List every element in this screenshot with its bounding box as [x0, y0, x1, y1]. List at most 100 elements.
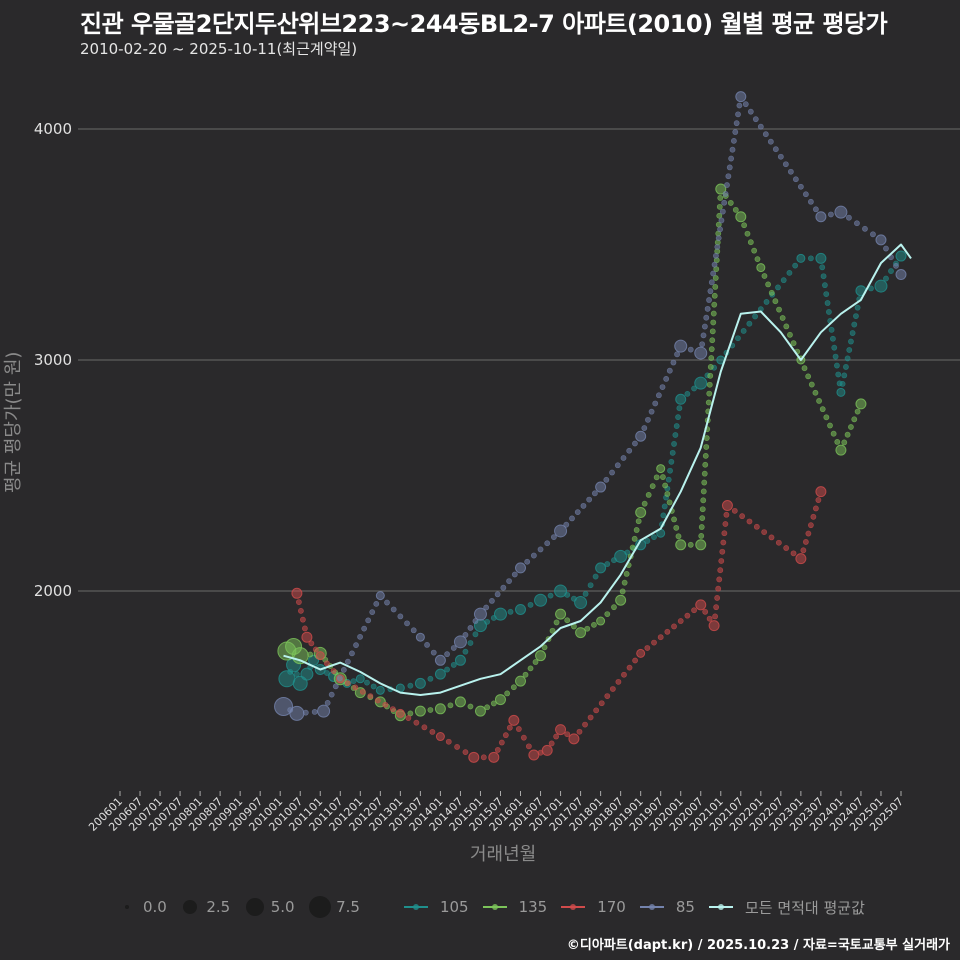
- size-circle-icon: [125, 905, 129, 909]
- data-point: [274, 697, 294, 716]
- data-point: [375, 591, 385, 601]
- data-point: [541, 744, 553, 756]
- data-point: [315, 651, 325, 661]
- data-point: [694, 346, 708, 360]
- data-point: [300, 667, 314, 681]
- data-point: [656, 464, 666, 474]
- data-point: [815, 252, 827, 264]
- data-point: [301, 631, 313, 643]
- data-point: [434, 654, 446, 666]
- data-point: [636, 648, 646, 658]
- data-point: [735, 211, 747, 223]
- series-legend-item-135[interactable]: 135: [482, 898, 548, 916]
- data-point: [756, 263, 766, 273]
- data-point: [278, 670, 296, 688]
- data-point: [554, 584, 568, 598]
- size-circle-icon: [309, 896, 332, 918]
- data-point: [434, 668, 446, 680]
- data-point: [635, 506, 647, 518]
- data-point: [534, 593, 548, 607]
- data-point: [473, 607, 487, 621]
- series-legend-label: 135: [518, 898, 548, 916]
- y-tick-label: 3000: [34, 351, 72, 369]
- line-swatch-icon: [561, 904, 586, 910]
- data-point: [568, 733, 580, 745]
- data-point: [715, 183, 727, 195]
- legend: 0.0 2.5 5.0 7.5 105 135 170 85 모든 면적대 평균값: [120, 896, 879, 918]
- data-point: [454, 654, 466, 666]
- data-point: [474, 705, 486, 717]
- series-legend-item-170[interactable]: 170: [561, 898, 626, 916]
- data-point: [815, 486, 827, 498]
- y-tick-label: 4000: [34, 120, 72, 138]
- data-point: [875, 234, 887, 246]
- data-point: [493, 607, 507, 621]
- series-170: [291, 486, 827, 763]
- data-point: [292, 675, 308, 691]
- data-point: [895, 269, 907, 281]
- size-legend-label: 5.0: [270, 898, 295, 916]
- data-point: [795, 553, 807, 565]
- data-point: [695, 539, 707, 551]
- data-point: [674, 339, 688, 353]
- data-point: [528, 749, 540, 761]
- data-point: [375, 685, 385, 695]
- data-point: [453, 635, 467, 649]
- data-point: [836, 387, 846, 397]
- series-legend-item-105[interactable]: 105: [403, 898, 469, 916]
- size-legend-label: 7.5: [336, 898, 360, 916]
- chart-title: 진관 우물골2단지두산위브223~244동BL2-7 아파트(2010) 월별 …: [80, 10, 888, 38]
- data-point: [515, 603, 527, 615]
- data-point: [721, 500, 733, 512]
- data-point: [555, 724, 567, 736]
- series-legend-label: 105: [439, 898, 469, 916]
- size-legend-item: 7.5: [309, 896, 360, 918]
- data-point: [515, 675, 527, 687]
- line-swatch-icon: [708, 904, 733, 910]
- series-legend-label: 85: [675, 898, 695, 916]
- data-point: [574, 596, 588, 610]
- size-legend-label: 2.5: [206, 898, 231, 916]
- data-point: [488, 751, 500, 763]
- data-point: [895, 250, 907, 262]
- data-point: [614, 549, 628, 563]
- data-point: [615, 594, 627, 606]
- series-legend-item-85[interactable]: 85: [639, 898, 695, 916]
- data-point: [289, 705, 305, 721]
- line-swatch-icon: [482, 904, 507, 910]
- series-105: [278, 250, 907, 695]
- chart-subtitle: 2010-02-20 ~ 2025-10-11(최근계약일): [80, 40, 358, 58]
- size-legend-item: 2.5: [181, 898, 230, 916]
- data-point: [468, 751, 480, 763]
- data-point: [317, 704, 331, 718]
- series-85: [274, 91, 907, 721]
- data-point: [395, 708, 405, 718]
- data-point: [414, 705, 426, 717]
- series-legend-label: 모든 면적대 평균값: [744, 898, 865, 917]
- size-circle-icon: [183, 900, 198, 914]
- data-point: [535, 650, 547, 662]
- data-point: [555, 608, 567, 620]
- footer-credit: ©디아파트(dapt.kr) / 2025.10.23 / 자료=국토교통부 실…: [566, 938, 950, 953]
- y-tick-label: 2000: [34, 582, 72, 600]
- data-point: [454, 696, 466, 708]
- data-point: [855, 398, 867, 410]
- series-135: [277, 183, 867, 722]
- data-point: [834, 205, 848, 219]
- line-swatch-icon: [639, 904, 664, 910]
- data-point: [515, 562, 527, 574]
- series-legend-item-모든 면적대 평균값[interactable]: 모든 면적대 평균값: [708, 897, 865, 918]
- x-axis-label: 거래년월: [470, 844, 537, 865]
- data-point: [494, 694, 506, 706]
- data-point: [435, 732, 445, 742]
- data-point: [874, 279, 888, 293]
- series-legend-label: 170: [597, 898, 626, 916]
- line-swatch-icon: [403, 904, 428, 910]
- data-point: [708, 620, 720, 632]
- data-point: [595, 481, 607, 493]
- data-point: [434, 703, 446, 715]
- data-point: [694, 376, 708, 390]
- data-point: [414, 677, 426, 689]
- size-legend-item: 0.0: [120, 898, 167, 916]
